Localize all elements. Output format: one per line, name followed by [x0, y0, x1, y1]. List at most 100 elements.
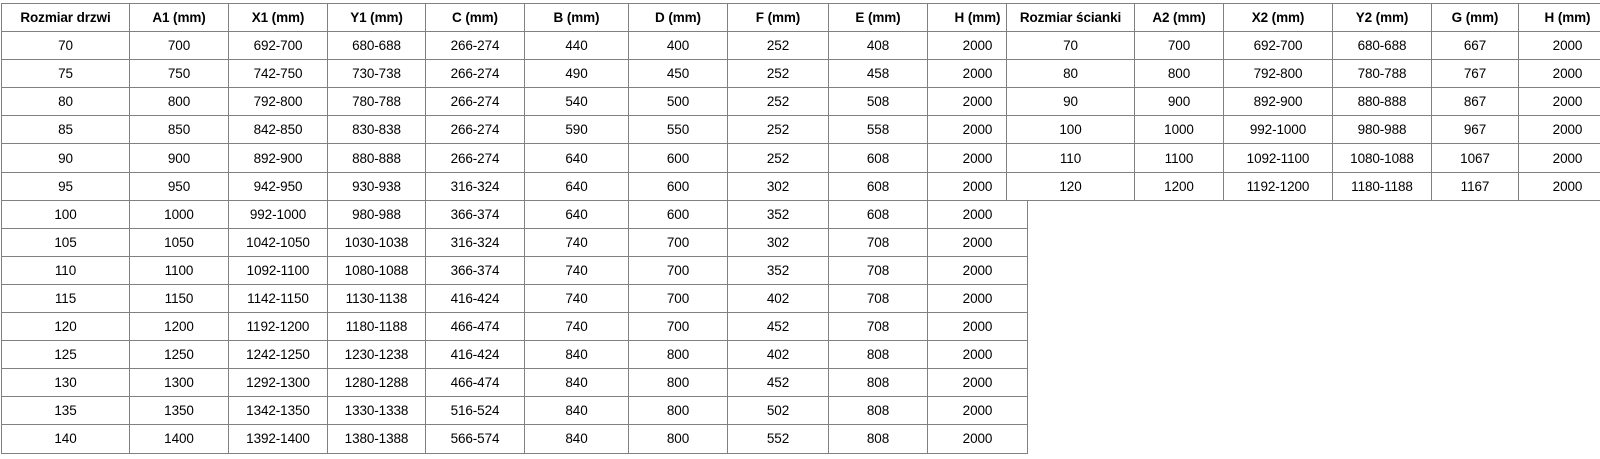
- door-table-cell: 708: [828, 283, 928, 314]
- door-table-cell: 950: [129, 171, 229, 201]
- door-table-cell: 416-424: [425, 340, 525, 370]
- door-table-cell: 700: [628, 283, 728, 314]
- door-table-row: 115 1150 1142-1150 1130-1138 416-424 740 700 40…: [1, 283, 1028, 314]
- door-table-cell: 135: [1, 396, 130, 426]
- door-table-cell: 740: [524, 227, 629, 257]
- door-table-cell: 600: [628, 199, 728, 229]
- door-table-cell: 2000: [927, 424, 1028, 454]
- door-table-cell: 120: [1, 312, 130, 342]
- door-table-cell: 75: [1, 59, 130, 89]
- wall-column-header: H (mm): [1518, 2, 1600, 33]
- wall-column-header: Rozmiar ścianki: [1006, 2, 1135, 33]
- door-table-cell: 740: [524, 283, 629, 314]
- door-table-cell: 252: [727, 143, 829, 173]
- wall-table-cell: 1067: [1431, 143, 1519, 173]
- door-table-cell: 2000: [927, 312, 1028, 342]
- wall-table-cell: 2000: [1518, 171, 1600, 201]
- wall-table-cell: 667: [1431, 31, 1519, 61]
- door-table-row: 130 1300 1292-1300 1280-1288 466-474 840 800 45…: [1, 368, 1028, 398]
- door-column-header: A1 (mm): [129, 2, 229, 33]
- door-table-cell: 1042-1050: [228, 227, 328, 257]
- wall-table-row: 120 1200 1192-1200 1180-1188 1167 2000: [1006, 171, 1600, 201]
- door-table-cell: 808: [828, 424, 928, 454]
- door-table-cell: 266-274: [425, 87, 525, 117]
- wall-table-cell: 80: [1006, 59, 1135, 89]
- door-table-cell: 552: [727, 424, 829, 454]
- wall-table-cell: 2000: [1518, 143, 1600, 173]
- door-table-row: 90 900 892-900 880-888 266-274 640 600 252 608 20…: [1, 143, 1028, 173]
- wall-column-header: Y2 (mm): [1332, 2, 1432, 33]
- wall-table-cell: 900: [1134, 87, 1224, 117]
- door-table-cell: 1350: [129, 396, 229, 426]
- wall-table-header: Rozmiar ścianki A2 (mm) X2 (mm) Y2 (mm) G (m…: [1006, 2, 1600, 33]
- door-table-cell: 2000: [927, 199, 1028, 229]
- door-table-cell: 452: [727, 312, 829, 342]
- wall-table-cell: 1167: [1431, 171, 1519, 201]
- wall-column-header: X2 (mm): [1223, 2, 1333, 33]
- wall-table-row: 100 1000 992-1000 980-988 967 2000: [1006, 115, 1600, 145]
- door-table-cell: 1392-1400: [228, 424, 328, 454]
- door-table-cell: 708: [828, 227, 928, 257]
- door-table-cell: 2000: [927, 227, 1028, 257]
- door-table-cell: 458: [828, 59, 928, 89]
- door-table-cell: 402: [727, 340, 829, 370]
- door-table-cell: 490: [524, 59, 629, 89]
- door-table-cell: 880-888: [327, 143, 426, 173]
- door-table-cell: 416-424: [425, 283, 525, 314]
- door-table-cell: 100: [1, 199, 130, 229]
- door-table-cell: 90: [1, 143, 130, 173]
- door-table-cell: 892-900: [228, 143, 328, 173]
- door-table-row: 110 1100 1092-1100 1080-1088 366-374 740 700 35…: [1, 255, 1028, 285]
- door-table-cell: 1280-1288: [327, 368, 426, 398]
- door-table-cell: 366-374: [425, 255, 525, 285]
- door-table-cell: 608: [828, 143, 928, 173]
- wall-table-cell: 767: [1431, 59, 1519, 89]
- door-table-cell: 842-850: [228, 115, 328, 145]
- door-table-cell: 266-274: [425, 31, 525, 61]
- door-table-cell: 800: [628, 368, 728, 398]
- door-table-cell: 252: [727, 115, 829, 145]
- door-table-cell: 252: [727, 59, 829, 89]
- door-table-cell: 608: [828, 199, 928, 229]
- door-table-cell: 85: [1, 115, 130, 145]
- door-table-cell: 2000: [927, 340, 1028, 370]
- door-table-header: Rozmiar drzwi A1 (mm) X1 (mm) Y1 (mm) C (mm)…: [1, 2, 1028, 33]
- door-table-cell: 316-324: [425, 171, 525, 201]
- door-table-cell: 1142-1150: [228, 283, 328, 314]
- door-table-cell: 1230-1238: [327, 340, 426, 370]
- door-table-cell: 110: [1, 255, 130, 285]
- door-table-cell: 600: [628, 171, 728, 201]
- door-table-cell: 1050: [129, 227, 229, 257]
- door-table-cell: 2000: [927, 396, 1028, 426]
- door-table-cell: 1000: [129, 199, 229, 229]
- wall-table-cell: 780-788: [1332, 59, 1432, 89]
- wall-table-row: 80 800 792-800 780-788 767 2000: [1006, 59, 1600, 89]
- door-table-cell: 840: [524, 396, 629, 426]
- door-table-cell: 1330-1338: [327, 396, 426, 426]
- door-table-cell: 640: [524, 171, 629, 201]
- door-table-cell: 600: [628, 143, 728, 173]
- door-table-row: 80 800 792-800 780-788 266-274 540 500 252 508 20…: [1, 87, 1028, 117]
- door-table-cell: 730-738: [327, 59, 426, 89]
- door-table-cell: 125: [1, 340, 130, 370]
- door-table-cell: 680-688: [327, 31, 426, 61]
- wall-table-row: 70 700 692-700 680-688 667 2000: [1006, 31, 1600, 61]
- door-table-cell: 692-700: [228, 31, 328, 61]
- door-table-row: 140 1400 1392-1400 1380-1388 566-574 840 800 55…: [1, 424, 1028, 454]
- door-column-header: Y1 (mm): [327, 2, 426, 33]
- door-table-cell: 900: [129, 143, 229, 173]
- door-table-cell: 1342-1350: [228, 396, 328, 426]
- wall-table-cell: 1100: [1134, 143, 1224, 173]
- door-size-specification-table: Rozmiar drzwi A1 (mm) X1 (mm) Y1 (mm) C (mm)…: [1, 2, 1028, 454]
- door-table-row: 95 950 942-950 930-938 316-324 640 600 302 608 20…: [1, 171, 1028, 201]
- door-table-cell: 792-800: [228, 87, 328, 117]
- door-column-header: Rozmiar drzwi: [1, 2, 130, 33]
- door-table-cell: 808: [828, 396, 928, 426]
- wall-table-cell: 967: [1431, 115, 1519, 145]
- door-table-cell: 450: [628, 59, 728, 89]
- wall-table-cell: 1000: [1134, 115, 1224, 145]
- door-table-row: 120 1200 1192-1200 1180-1188 466-474 740 700 45…: [1, 312, 1028, 342]
- door-table-cell: 2000: [927, 368, 1028, 398]
- door-table-cell: 70: [1, 31, 130, 61]
- door-table-cell: 408: [828, 31, 928, 61]
